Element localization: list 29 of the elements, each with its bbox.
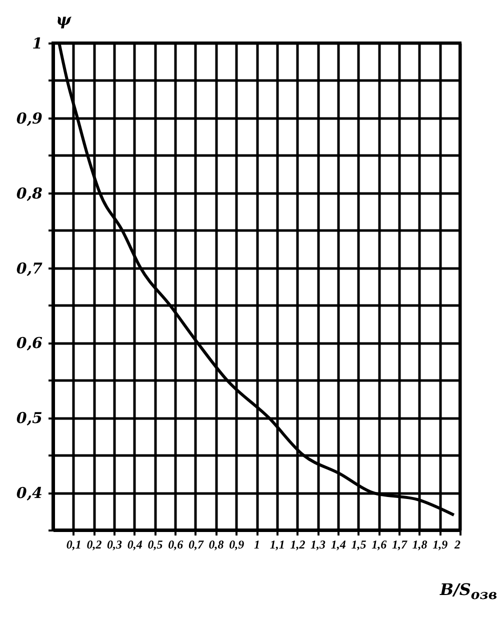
x-tick-label: 1,1 — [270, 538, 285, 552]
x-tick-label: 1,6 — [372, 538, 387, 552]
x-axis-title: B/S$_{озв}$ — [440, 580, 498, 604]
x-tick-label: 0,1 — [66, 538, 82, 552]
x-tick-label: 0,3 — [107, 538, 122, 552]
y-tick-label: 0,4 — [16, 484, 42, 502]
y-tick-label: 1 — [32, 34, 42, 52]
x-tick-label: 0,2 — [86, 538, 102, 552]
x-tick-label: 0,5 — [148, 538, 163, 552]
y-axis-title: ψ — [56, 10, 72, 29]
x-tick-label: 2 — [454, 538, 460, 552]
x-tick-label: 0,4 — [127, 538, 142, 552]
x-tick-label: 1,9 — [432, 538, 448, 552]
x-tick-label: 1,4 — [330, 538, 346, 552]
x-tick-label: 0,9 — [229, 538, 244, 552]
y-tick-label: 0,6 — [16, 334, 44, 352]
x-tick-label: 0,7 — [188, 538, 204, 552]
y-tick-label: 0,5 — [16, 409, 42, 428]
x-tick-label: 1,7 — [392, 538, 408, 552]
y-tick-label: 0,9 — [16, 109, 44, 128]
x-tick-label: 0,6 — [168, 538, 184, 552]
x-tick-label: 1,2 — [290, 538, 306, 552]
x-tick-label: 1,3 — [310, 538, 326, 552]
x-tick-label: 0,8 — [208, 538, 224, 552]
x-tick-label: 1,8 — [412, 538, 428, 552]
x-tick-label: 1,5 — [351, 538, 366, 552]
y-tick-label: 0,7 — [16, 259, 44, 278]
x-tick-label: 1 — [254, 538, 260, 552]
y-tick-label: 0,8 — [16, 184, 44, 202]
